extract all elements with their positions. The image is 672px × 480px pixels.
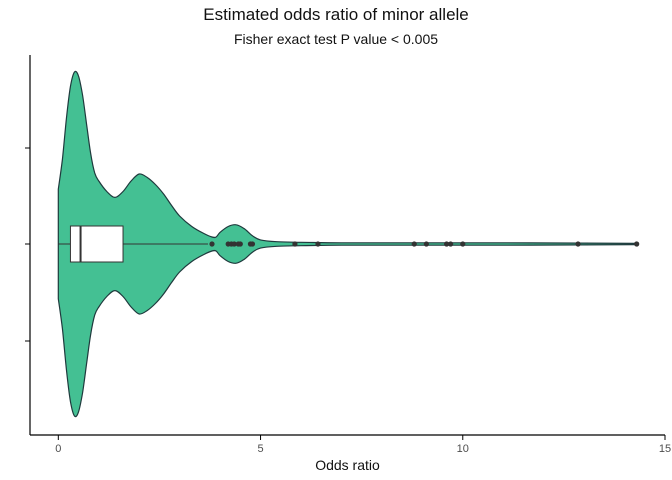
outlier-point <box>292 241 298 247</box>
x-tick-label: 10 <box>457 443 469 455</box>
outlier-point <box>231 241 237 247</box>
outlier-point <box>460 241 466 247</box>
chart-subtitle: Fisher exact test P value < 0.005 <box>233 31 439 47</box>
outlier-point <box>423 241 429 247</box>
x-tick-label: 0 <box>55 443 61 455</box>
outlier-point <box>443 241 450 247</box>
x-axis-label: Odds ratio <box>315 457 380 473</box>
outlier-point <box>575 241 581 247</box>
outlier-point <box>209 241 215 247</box>
outlier-point <box>411 241 417 247</box>
outlier-point <box>448 241 454 247</box>
outlier-point <box>237 241 243 247</box>
x-tick-label: 5 <box>257 443 263 455</box>
x-tick-label: 15 <box>659 443 671 455</box>
box-iqr <box>69 225 124 263</box>
outlier-point <box>315 241 321 247</box>
outlier-point <box>634 241 640 247</box>
outlier-point <box>249 241 256 247</box>
chart-title: Estimated odds ratio of minor allele <box>203 5 469 24</box>
